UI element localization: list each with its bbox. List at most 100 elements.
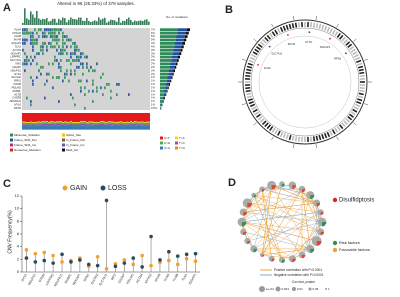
- titv-bar: [22, 129, 24, 130]
- titv-bar: [94, 122, 96, 125]
- titv-bar: [138, 122, 140, 125]
- chrom-band: [318, 23, 322, 30]
- size-key-label: 0.01: [297, 287, 303, 291]
- mutation-cell: [62, 31, 64, 35]
- mutation-cell: [22, 48, 24, 52]
- correlation-edge: [253, 194, 317, 204]
- titv-bar: [146, 121, 148, 123]
- titv-bar: [82, 123, 84, 126]
- titv-bar: [128, 124, 130, 126]
- correlation-edge: [253, 194, 303, 256]
- chrom-band: [358, 92, 364, 96]
- titv-bar: [46, 113, 48, 122]
- correlation-edge: [261, 183, 283, 255]
- x-tick-label: NCKAP1: [72, 273, 82, 286]
- percent-label: 0.5%: [151, 106, 158, 110]
- mutation-cell: [86, 55, 88, 59]
- titv-bar: [108, 122, 110, 124]
- gene-label: INF2: [15, 62, 21, 66]
- titv-bar: [72, 113, 74, 123]
- chrom-band: [345, 118, 351, 123]
- mutation-cell: [84, 106, 86, 110]
- titv-bar: [104, 129, 106, 130]
- titv-bar: [56, 125, 58, 130]
- mutation-cell: [40, 48, 42, 52]
- mutation-cell: [26, 28, 28, 32]
- oncoprint-title: Altered in 96 (25.33%) of 379 samples.: [57, 1, 135, 6]
- lollipop-dot: [184, 256, 189, 261]
- titv-bar: [102, 113, 104, 122]
- titv-bar: [114, 126, 116, 130]
- titv-bar: [72, 124, 74, 127]
- chrom-band: [246, 92, 252, 96]
- lollipop-dot: [175, 262, 180, 267]
- chrom-divider: [271, 23, 274, 28]
- circos-dot: [308, 31, 311, 34]
- titv-bar: [84, 113, 86, 122]
- correlation-edge: [243, 188, 263, 213]
- titv-bar: [140, 124, 142, 126]
- y-tick-label: 2: [17, 256, 20, 261]
- chrom-band: [329, 28, 333, 34]
- percent-label: 1%: [151, 75, 155, 79]
- chrom-divider: [353, 38, 357, 42]
- mutation-cell: [26, 38, 28, 42]
- top-bar: [38, 18, 40, 25]
- legend-swatch: [175, 146, 178, 150]
- titv-bar: [118, 121, 120, 123]
- titv-bar: [110, 121, 112, 123]
- chrom-band: [245, 86, 251, 90]
- size-key: [275, 286, 281, 292]
- titv-bar: [124, 124, 126, 127]
- titv-bar: [50, 121, 52, 123]
- mutation-cell: [38, 35, 40, 38]
- percent-label: 5%: [151, 34, 155, 38]
- titv-bar: [88, 121, 90, 123]
- titv-bar: [50, 129, 52, 130]
- titv-bar: [116, 122, 118, 125]
- titv-bar: [148, 121, 150, 123]
- titv-bar: [146, 125, 148, 130]
- titv-bar: [44, 122, 46, 125]
- titv-bar: [42, 121, 44, 123]
- gene-label: FLNB: [14, 34, 21, 38]
- circos-gene: SLC7A11: [271, 51, 282, 55]
- chrom-band: [354, 56, 361, 61]
- top-bar: [42, 18, 44, 25]
- chrom-band: [352, 108, 358, 113]
- chrom-band: [285, 134, 289, 140]
- chrom-band: [247, 98, 253, 102]
- titv-bar: [136, 124, 138, 126]
- chrom-band: [255, 113, 261, 118]
- mutation-cell: [82, 65, 84, 69]
- top-bar: [104, 17, 106, 25]
- legend-text: In_Frame_Del: [66, 138, 85, 142]
- legend-text: Splice_Site: [66, 133, 81, 137]
- lollipop-dot: [193, 251, 198, 256]
- titv-bar: [64, 124, 66, 126]
- legend-text: C>T: [164, 136, 170, 140]
- chrom-divider: [336, 136, 339, 141]
- top-bar: [82, 20, 84, 25]
- side-bar: [164, 96, 165, 100]
- mutation-cell: [46, 28, 48, 32]
- titv-bar: [50, 113, 52, 122]
- mutation-cell: [24, 62, 26, 66]
- titv-bar: [128, 125, 130, 130]
- mutation-cell: [80, 52, 82, 56]
- y-tick-label: 4: [17, 244, 20, 249]
- mutation-cell: [92, 79, 94, 83]
- titv-bar: [88, 122, 90, 125]
- side-bar: [160, 89, 165, 93]
- titv-bar: [116, 113, 118, 122]
- top-bar: [92, 21, 94, 25]
- network-node-fill: [247, 203, 253, 208]
- x-tick-label: IQGAP1: [188, 273, 198, 285]
- side-bar: [177, 31, 186, 35]
- mutation-cell: [72, 96, 74, 100]
- percent-label: 1%: [151, 82, 155, 86]
- titv-bar: [112, 122, 114, 125]
- mutation-cell: [92, 89, 94, 93]
- titv-bar: [56, 121, 58, 123]
